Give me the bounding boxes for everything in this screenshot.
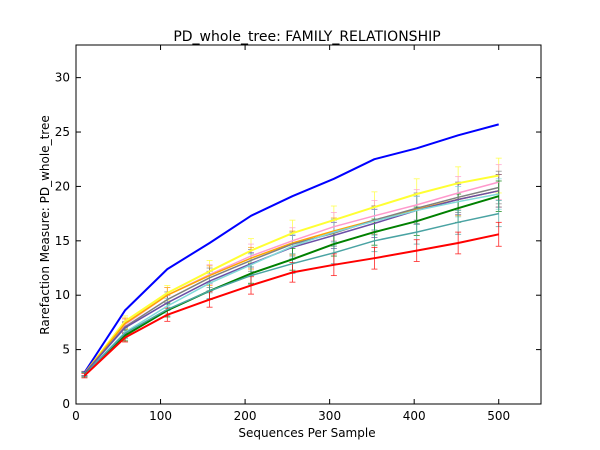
plot-area (75, 44, 542, 405)
series-line-9 (83, 212, 499, 376)
y-tick-label: 20 (55, 179, 70, 193)
series-line-2 (83, 174, 499, 375)
x-tick-label: 300 (318, 409, 341, 423)
x-tick-label: 400 (403, 409, 426, 423)
y-tick-label: 10 (55, 288, 70, 302)
series-group (81, 123, 502, 379)
y-axis-label: Rarefaction Measure: PD_whole_tree (38, 115, 52, 334)
y-axis: 0 5 10 15 20 25 30 (55, 71, 541, 411)
x-tick-label: 0 (72, 409, 80, 423)
y-tick-label: 5 (62, 343, 70, 357)
plot-frame (75, 44, 542, 405)
chart-title: PD_whole_tree: FAMILY_RELATIONSHIP (173, 29, 440, 45)
y-tick-label: 15 (55, 234, 70, 248)
series-line-5 (83, 186, 499, 374)
x-tick-label: 200 (234, 409, 257, 423)
series-line-3 (83, 181, 499, 374)
error-bar (495, 221, 502, 247)
series-line-1 (83, 123, 499, 374)
y-tick-label: 25 (55, 125, 70, 139)
x-axis-label: Sequences Per Sample (238, 426, 375, 440)
x-tick-label: 100 (149, 409, 172, 423)
series-line-10 (83, 233, 499, 377)
series-line-7 (83, 193, 499, 376)
series-line-8 (83, 195, 499, 376)
x-tick-label: 500 (487, 409, 510, 423)
y-tick-label: 30 (55, 71, 70, 85)
x-axis: 0 100 200 300 400 500 (72, 45, 510, 423)
y-tick-label: 0 (62, 397, 70, 411)
